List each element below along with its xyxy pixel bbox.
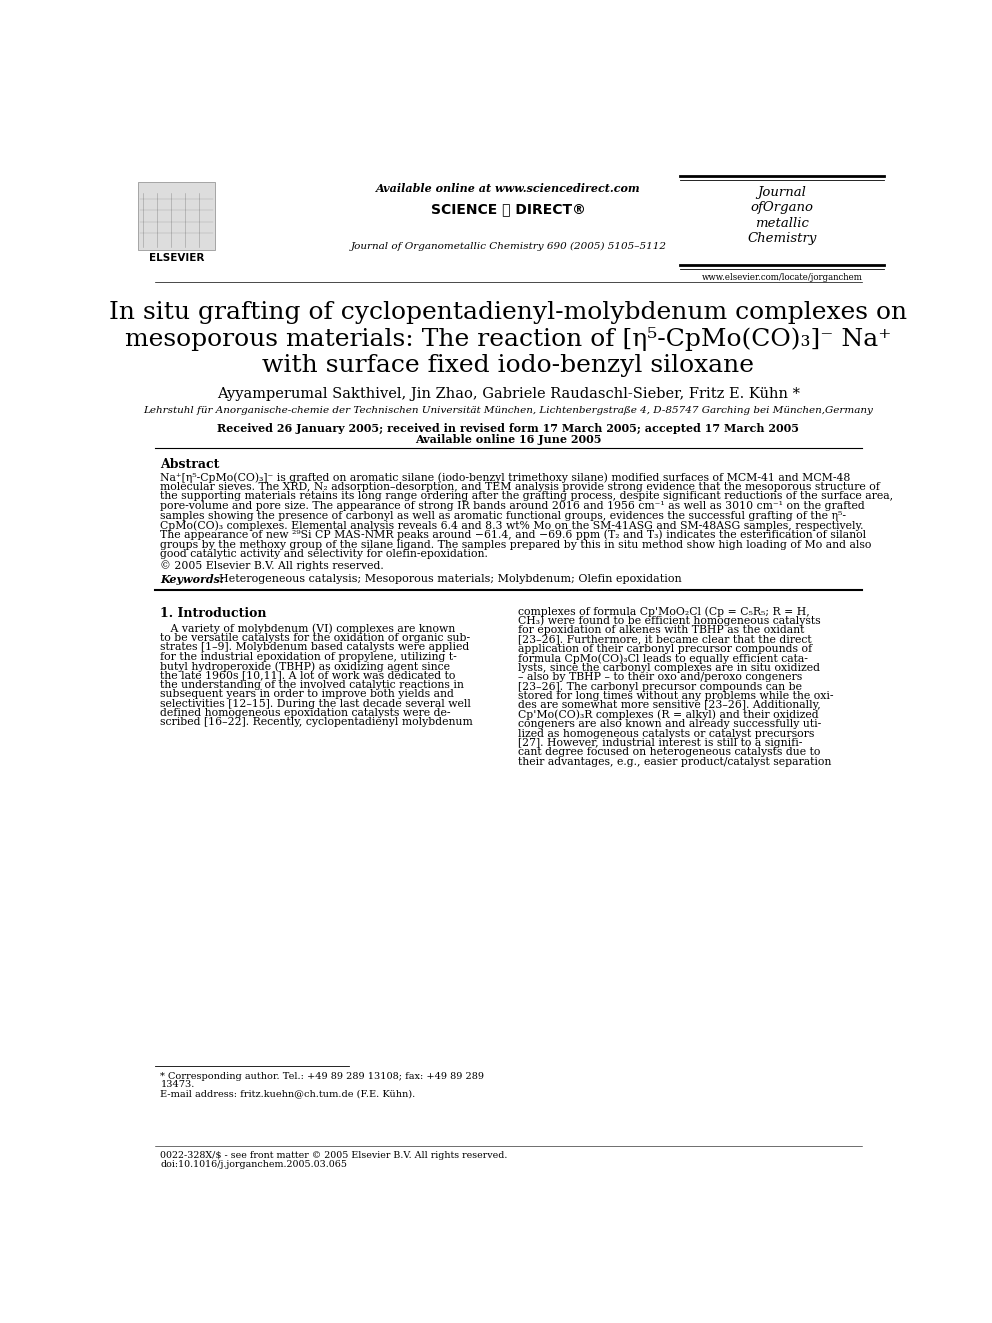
Text: Keywords:: Keywords: [161,574,224,585]
Text: metallic: metallic [755,217,808,229]
Text: mesoporous materials: The reaction of [η⁵-CpMo(CO)₃]⁻ Na⁺: mesoporous materials: The reaction of [η… [125,327,892,352]
Text: E-mail address: fritz.kuehn@ch.tum.de (F.E. Kühn).: E-mail address: fritz.kuehn@ch.tum.de (F… [161,1089,416,1098]
Text: The appearance of new ²⁹Si CP MAS-NMR peaks around −61.4, and −69.6 ppm (T₂ and : The appearance of new ²⁹Si CP MAS-NMR pe… [161,531,867,541]
Text: subsequent years in order to improve both yields and: subsequent years in order to improve bot… [161,689,454,700]
Text: Chemistry: Chemistry [747,232,816,245]
Text: their advantages, e.g., easier product/catalyst separation: their advantages, e.g., easier product/c… [518,757,831,767]
Text: lysts, since the carbonyl complexes are in situ oxidized: lysts, since the carbonyl complexes are … [518,663,819,673]
Text: 13473.: 13473. [161,1081,194,1089]
Text: © 2005 Elsevier B.V. All rights reserved.: © 2005 Elsevier B.V. All rights reserved… [161,561,384,572]
Text: ELSEVIER: ELSEVIER [149,253,204,263]
Bar [138,181,215,250]
Text: for the industrial epoxidation of propylene, utilizing t-: for the industrial epoxidation of propyl… [161,652,457,662]
Text: [27]. However, industrial interest is still to a signifi-: [27]. However, industrial interest is st… [518,738,803,747]
Text: molecular sieves. The XRD, N₂ adsorption–desorption, and TEM analysis provide st: molecular sieves. The XRD, N₂ adsorption… [161,482,880,492]
Text: strates [1–9]. Molybdenum based catalysts were applied: strates [1–9]. Molybdenum based catalyst… [161,642,469,652]
Text: des are somewhat more sensitive [23–26]. Additionally,: des are somewhat more sensitive [23–26].… [518,700,820,710]
Text: Na⁺[η⁵-CpMo(CO)₃]⁻ is grafted on aromatic silane (iodo-benzyl trimethoxy silane): Na⁺[η⁵-CpMo(CO)₃]⁻ is grafted on aromati… [161,472,851,483]
Text: In situ grafting of cyclopentadienyl-molybdenum complexes on: In situ grafting of cyclopentadienyl-mol… [109,302,908,324]
Text: – also by TBHP – to their oxo and/peroxo congeners: – also by TBHP – to their oxo and/peroxo… [518,672,802,683]
Text: the late 1960s [10,11]. A lot of work was dedicated to: the late 1960s [10,11]. A lot of work wa… [161,671,455,680]
Text: * Corresponding author. Tel.: +49 89 289 13108; fax: +49 89 289: * Corresponding author. Tel.: +49 89 289… [161,1072,484,1081]
Text: Received 26 January 2005; received in revised form 17 March 2005; accepted 17 Ma: Received 26 January 2005; received in re… [217,423,800,434]
Text: 1. Introduction: 1. Introduction [161,606,267,619]
Text: good catalytic activity and selectivity for olefin-epoxidation.: good catalytic activity and selectivity … [161,549,488,560]
Text: congeners are also known and already successfully uti-: congeners are also known and already suc… [518,720,821,729]
Text: samples showing the presence of carbonyl as well as aromatic functional groups, : samples showing the presence of carbonyl… [161,511,846,521]
Text: scribed [16–22]. Recently, cyclopentadienyl molybdenum: scribed [16–22]. Recently, cyclopentadie… [161,717,473,728]
Text: Lehrstuhl für Anorganische-chemie der Technischen Universität München, Lichtenbe: Lehrstuhl für Anorganische-chemie der Te… [144,406,873,415]
Text: selectivities [12–15]. During the last decade several well: selectivities [12–15]. During the last d… [161,699,471,709]
Text: defined homogeneous epoxidation catalysts were de-: defined homogeneous epoxidation catalyst… [161,708,451,718]
Text: formula CpMo(CO)₃Cl leads to equally efficient cata-: formula CpMo(CO)₃Cl leads to equally eff… [518,654,807,664]
Text: the understanding of the involved catalytic reactions in: the understanding of the involved cataly… [161,680,464,689]
Text: groups by the methoxy group of the silane ligand. The samples prepared by this i: groups by the methoxy group of the silan… [161,540,872,549]
Text: www.elsevier.com/locate/jorganchem: www.elsevier.com/locate/jorganchem [701,273,862,282]
Text: SCIENCE ⓓ DIRECT®: SCIENCE ⓓ DIRECT® [431,202,586,216]
Text: pore-volume and pore size. The appearance of strong IR bands around 2016 and 195: pore-volume and pore size. The appearanc… [161,501,865,511]
Text: butyl hydroperoxide (TBHP) as oxidizing agent since: butyl hydroperoxide (TBHP) as oxidizing … [161,662,450,672]
Text: CH₃) were found to be efficient homogeneous catalysts: CH₃) were found to be efficient homogene… [518,617,820,627]
Text: 0022-328X/$ - see front matter © 2005 Elsevier B.V. All rights reserved.: 0022-328X/$ - see front matter © 2005 El… [161,1151,508,1159]
Text: CpMo(CO)₃ complexes. Elemental analysis reveals 6.4 and 8.3 wt% Mo on the SM-41A: CpMo(CO)₃ complexes. Elemental analysis … [161,520,864,531]
Text: application of their carbonyl precursor compounds of: application of their carbonyl precursor … [518,644,811,654]
Text: Abstract: Abstract [161,458,220,471]
Text: Journal of Organometallic Chemistry 690 (2005) 5105–5112: Journal of Organometallic Chemistry 690 … [350,242,667,251]
Text: doi:10.1016/j.jorganchem.2005.03.065: doi:10.1016/j.jorganchem.2005.03.065 [161,1160,347,1168]
Text: lized as homogeneous catalysts or catalyst precursors: lized as homogeneous catalysts or cataly… [518,729,814,738]
Text: complexes of formula Cp'MoO₂Cl (Cp = C₅R₅; R = H,: complexes of formula Cp'MoO₂Cl (Cp = C₅R… [518,606,809,617]
Text: ofOrgano: ofOrgano [751,201,813,214]
Text: Available online 16 June 2005: Available online 16 June 2005 [415,434,602,445]
Text: with surface fixed iodo-benzyl siloxane: with surface fixed iodo-benzyl siloxane [263,353,754,377]
Text: [23–26]. Furthermore, it became clear that the direct: [23–26]. Furthermore, it became clear th… [518,635,811,644]
Text: [23–26]. The carbonyl precursor compounds can be: [23–26]. The carbonyl precursor compound… [518,681,802,692]
Text: Journal: Journal [758,185,806,198]
Text: Available online at www.sciencedirect.com: Available online at www.sciencedirect.co… [376,184,641,194]
Text: stored for long times without any problems while the oxi-: stored for long times without any proble… [518,691,833,701]
Text: to be versatile catalysts for the oxidation of organic sub-: to be versatile catalysts for the oxidat… [161,632,470,643]
Text: Heterogeneous catalysis; Mesoporous materials; Molybdenum; Olefin epoxidation: Heterogeneous catalysis; Mesoporous mate… [218,574,682,585]
Text: Ayyamperumal Sakthivel, Jin Zhao, Gabriele Raudaschl-Sieber, Fritz E. Kühn *: Ayyamperumal Sakthivel, Jin Zhao, Gabrie… [217,388,800,401]
Text: cant degree focused on heterogeneous catalysts due to: cant degree focused on heterogeneous cat… [518,747,820,758]
Text: the supporting materials retains its long range ordering after the grafting proc: the supporting materials retains its lon… [161,491,894,501]
Text: for epoxidation of alkenes with TBHP as the oxidant: for epoxidation of alkenes with TBHP as … [518,626,805,635]
Text: A variety of molybdenum (VI) complexes are known: A variety of molybdenum (VI) complexes a… [161,623,455,634]
Text: Cp'Mo(CO)₃R complexes (R = alkyl) and their oxidized: Cp'Mo(CO)₃R complexes (R = alkyl) and th… [518,710,818,721]
